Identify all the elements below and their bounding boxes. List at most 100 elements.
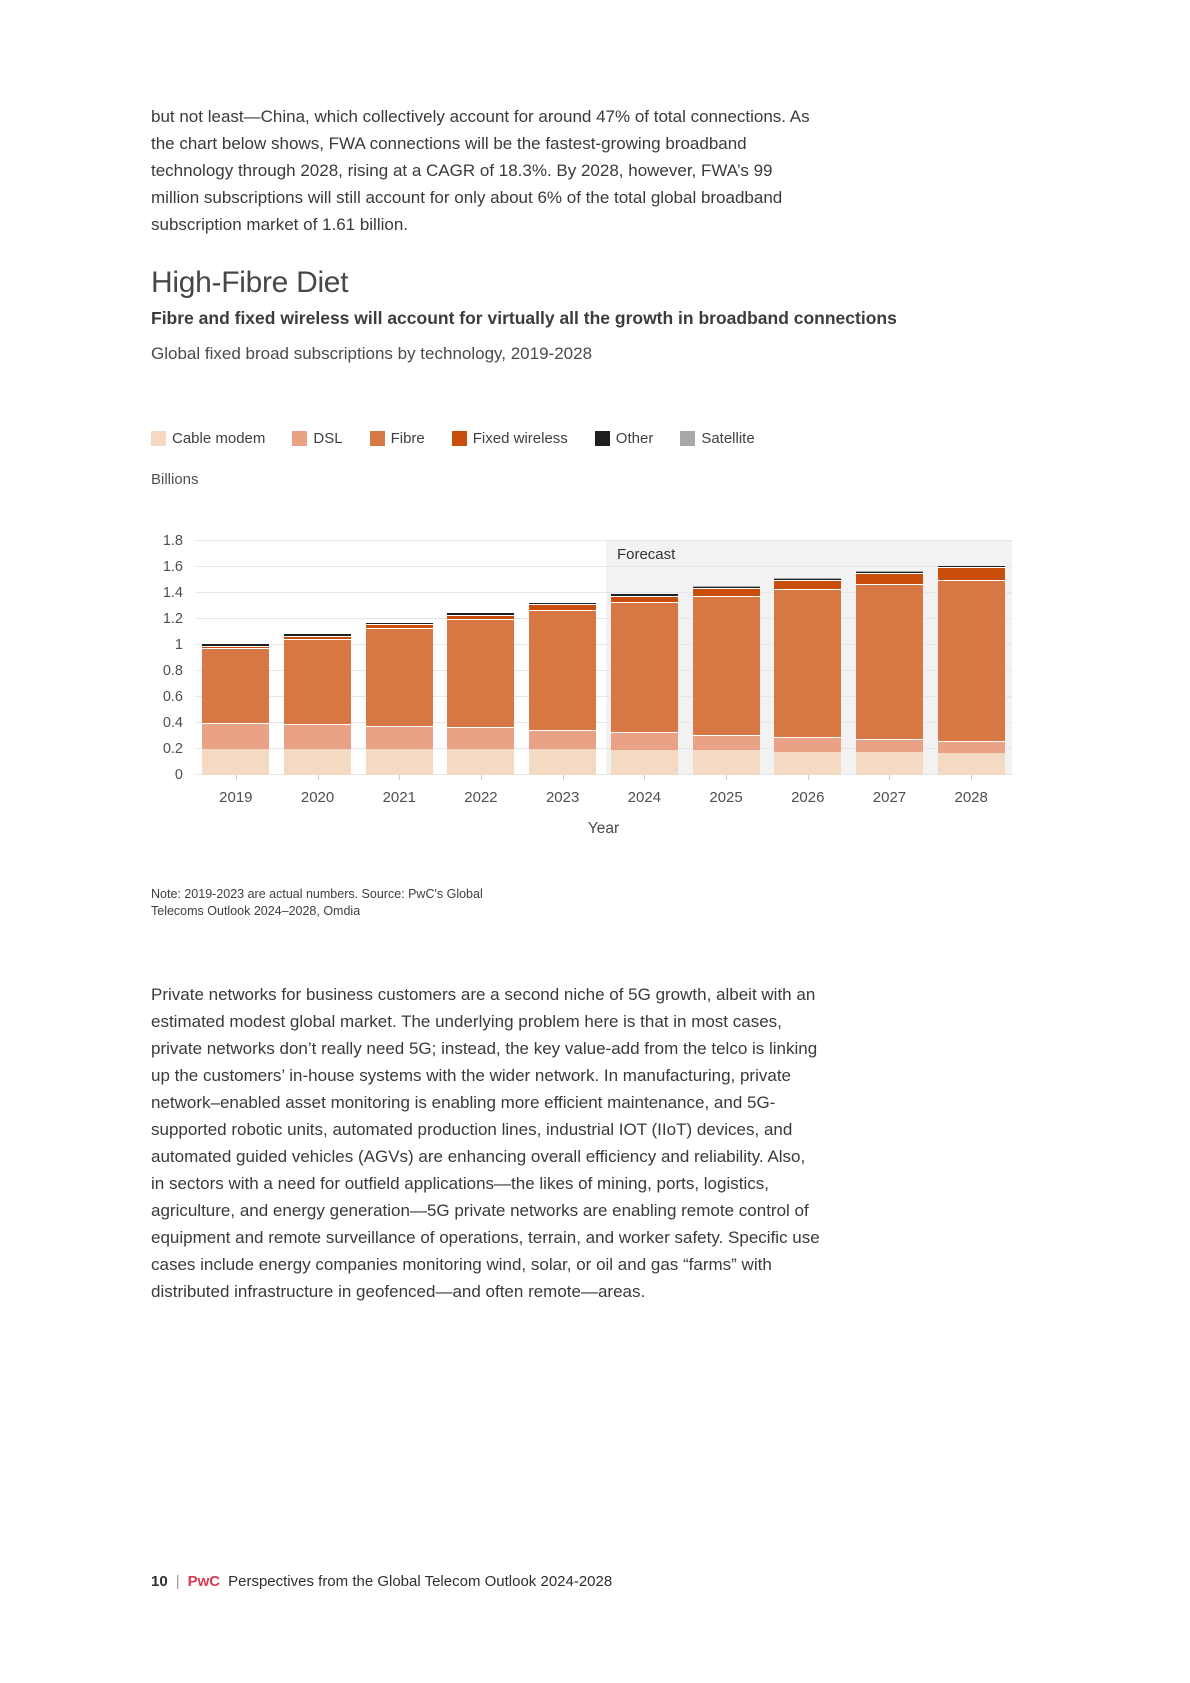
stacked-bar-2021 [365, 541, 433, 775]
bar-segment-fibre [284, 638, 352, 725]
legend-swatch [680, 431, 696, 446]
bar-segment-cable-modem [529, 749, 597, 775]
y-axis: 1.8 1.6 1.4 1.2 1 0.8 0.6 0.4 0.2 0 [151, 533, 195, 783]
chart-note: Note: 2019-2023 are actual numbers. Sour… [151, 886, 483, 920]
legend-swatch [151, 431, 166, 446]
stacked-bar-2024 [610, 541, 678, 775]
bar-segment-fibre [937, 580, 1005, 742]
bar-segment-fibre [365, 628, 433, 726]
bar-segment-dsl [202, 723, 270, 749]
footer-text: Perspectives from the Global Telecom Out… [228, 1573, 613, 1590]
legend-item-fibre: Fibre [369, 430, 425, 447]
section-heading: High-Fibre Diet [151, 266, 349, 300]
x-tick-label: 2022 [440, 775, 522, 806]
stacked-bar-2020 [284, 541, 352, 775]
legend-item-satellite: Satellite [680, 430, 755, 447]
footer-brand: PwC [187, 1573, 221, 1590]
bar-segment-fixed-wireless [692, 587, 760, 596]
grid-line [195, 644, 1012, 645]
bar-segment-dsl [855, 738, 923, 752]
bar-segment-cable-modem [610, 750, 678, 775]
bar-slot-2025 [685, 541, 767, 775]
bar-segment-dsl [365, 725, 433, 749]
bar-slot-2028 [930, 541, 1012, 775]
bar-segment-cable-modem [937, 752, 1005, 775]
body-paragraph: Private networks for business customers … [151, 985, 820, 1301]
bar-segment-cable-modem [855, 751, 923, 775]
y-axis-unit-label: Billions [151, 471, 199, 488]
bar-segment-fixed-wireless [447, 614, 515, 620]
bar-slot-2022 [440, 541, 522, 775]
x-tick-label: 2025 [685, 775, 767, 806]
legend-swatch [451, 431, 467, 446]
x-tick-mark [971, 775, 973, 780]
bar-segment-fixed-wireless [774, 580, 842, 590]
x-tick-mark [480, 775, 482, 780]
bar-segment-cable-modem [692, 750, 760, 775]
legend-label: Fixed wireless [472, 430, 568, 447]
x-tick-label: 2024 [604, 775, 686, 806]
bar-segment-other [855, 571, 923, 574]
legend-label: Satellite [701, 430, 755, 447]
y-tick-label: 0.2 [162, 741, 183, 757]
bar-segment-cable-modem [447, 749, 515, 775]
bar-segment-other [774, 578, 842, 581]
x-axis-title: Year [587, 820, 620, 837]
footer-separator: | [175, 1573, 180, 1590]
x-tick-mark [807, 775, 809, 780]
bar-segment-dsl [610, 732, 678, 751]
x-tick-label: 2027 [849, 775, 931, 806]
bar-segment-dsl [529, 729, 597, 749]
footer-page-number: 10 [151, 1573, 168, 1590]
legend-swatch [594, 431, 610, 446]
stacked-bar-2025 [692, 541, 760, 775]
bar-segment-other [447, 613, 515, 615]
grid-line [195, 748, 1012, 749]
legend-item-fixed-wireless: Fixed wireless [451, 430, 568, 447]
stacked-bar-2022 [447, 541, 515, 775]
y-tick-label: 0.8 [162, 663, 183, 679]
grid-line [195, 670, 1012, 671]
x-tick-mark [889, 775, 891, 780]
grid-line [195, 774, 1012, 775]
bar-segment-other [937, 565, 1005, 568]
bar-segment-cable-modem [284, 749, 352, 775]
y-tick-label: 0.6 [162, 689, 183, 706]
bar-segment-fibre [692, 595, 760, 735]
x-tick-mark [235, 775, 237, 780]
y-tick-label: 1.8 [162, 533, 183, 549]
bar-segment-dsl [284, 724, 352, 749]
x-axis: 2019 2020 2021 2022 2023 2024 2025 2026 2027 2028 [195, 775, 1012, 806]
x-tick-mark [317, 775, 319, 780]
bars-container [195, 541, 1012, 775]
bar-slot-2020 [277, 541, 359, 775]
y-tick-label: 0.4 [162, 715, 183, 731]
plot-area: Forecast [195, 540, 1012, 775]
bar-segment-fibre [202, 647, 270, 723]
stacked-bar-2028 [937, 541, 1005, 775]
chart-subtitle: Global fixed broad subscriptions by tech… [151, 344, 593, 363]
stacked-bar-2023 [529, 541, 597, 775]
stacked-bar-2019 [202, 541, 270, 775]
bar-segment-fibre [774, 589, 842, 738]
x-tick-mark [726, 775, 728, 780]
legend-item-dsl: DSL [292, 430, 343, 447]
stacked-bar-2027 [855, 541, 923, 775]
bar-segment-cable-modem [774, 751, 842, 775]
bar-segment-dsl [937, 741, 1005, 753]
bar-segment-fibre [529, 609, 597, 730]
bar-segment-fixed-wireless [284, 635, 352, 639]
legend-label: DSL [313, 430, 343, 447]
x-tick-label: 2023 [522, 775, 604, 806]
stacked-bar-2026 [774, 541, 842, 775]
grid-line [195, 696, 1012, 698]
grid-line [195, 566, 1012, 567]
bar-segment-fixed-wireless [937, 567, 1005, 581]
bar-segment-fixed-wireless [202, 645, 270, 648]
intro-paragraph: but not least—China, which collectively … [151, 107, 810, 234]
x-tick-label: 2020 [277, 775, 359, 806]
bar-slot-2021 [358, 541, 440, 775]
grid-line [195, 618, 1012, 620]
y-tick-label: 1.6 [162, 559, 183, 575]
